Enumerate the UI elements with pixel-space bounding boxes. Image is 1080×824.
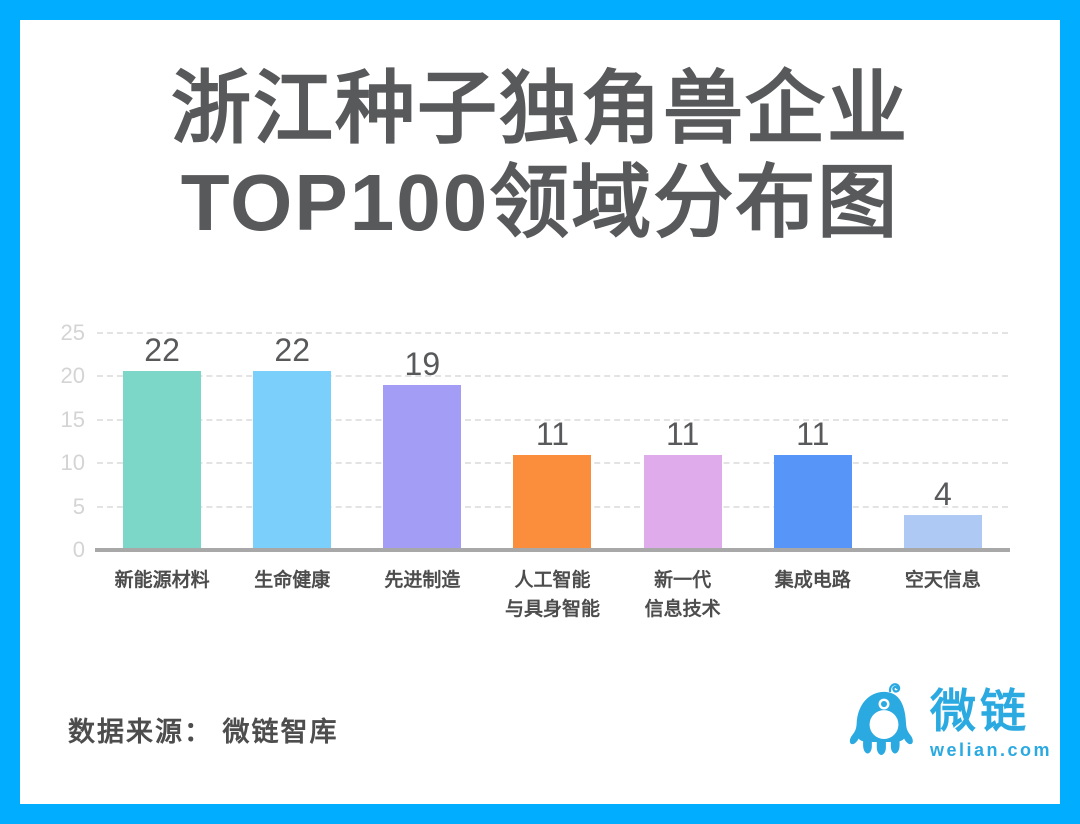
chart-title-line2: TOP100领域分布图 <box>180 157 900 247</box>
y-axis-tick-label: 25 <box>60 320 85 345</box>
bar <box>643 454 722 550</box>
bar-slot: 11 <box>748 333 878 550</box>
y-axis-tick-label: 15 <box>60 406 85 432</box>
bar-slot: 19 <box>357 333 487 550</box>
x-axis-line <box>95 548 1010 552</box>
bar-chart: 0 5 10 15 20 25 22 新能源材料 22 生命健康 19 先进制造 11 人工智能 与具身智… <box>61 321 1010 633</box>
logo-name: 微链 <box>930 685 1030 737</box>
gridline-20 <box>97 375 1008 378</box>
octopus-mascot-icon <box>849 683 913 755</box>
bar-slot: 11 <box>487 333 617 550</box>
y-axis-tick-label: 10 <box>60 450 85 476</box>
bar <box>513 454 592 550</box>
bar-slot: 22 <box>227 333 357 550</box>
bar <box>123 371 202 550</box>
x-axis-category-label: 新能源材料 <box>114 570 210 591</box>
y-axis-tick-label: 0 <box>72 537 85 562</box>
x-axis-category-label: 人工智能 与具身智能 <box>504 570 600 621</box>
chart-title: 浙江种子独角兽企业 TOP100领域分布图 <box>20 62 1060 249</box>
logo-text: 微链 welian.com <box>930 676 1052 761</box>
bar <box>773 454 852 550</box>
bar-slot: 11 <box>618 333 748 550</box>
bar-slot: 4 <box>878 333 1008 550</box>
y-axis-tick-label: 5 <box>72 493 85 519</box>
x-axis-category-label: 生命健康 <box>254 570 331 591</box>
gridline-15 <box>97 418 1008 421</box>
bar-value-label: 4 <box>934 476 952 513</box>
bar-value-label: 19 <box>404 346 441 383</box>
x-axis-category-label: 集成电路 <box>774 570 851 591</box>
logo-domain: welian.com <box>930 739 1053 760</box>
welian-logo: 微链 welian.com <box>846 676 1052 764</box>
bar <box>903 515 982 550</box>
bar-value-label: 11 <box>666 415 700 452</box>
x-axis-category-label: 先进制造 <box>384 570 461 591</box>
bar-slot: 22 <box>97 333 227 550</box>
y-axis-tick-label: 20 <box>60 363 85 389</box>
gridline-25 <box>97 332 1008 334</box>
plot-area: 0 5 10 15 20 25 22 新能源材料 22 生命健康 19 先进制造 11 人工智能 与具身智… <box>61 321 1010 620</box>
bar <box>253 371 332 550</box>
bar-value-label: 11 <box>535 415 570 452</box>
chart-title-line1: 浙江种子独角兽企业 <box>171 64 909 153</box>
bar-value-label: 11 <box>796 415 830 452</box>
x-axis-category-label: 空天信息 <box>904 570 981 591</box>
bar-value-label: 22 <box>144 332 180 368</box>
data-source-text: 数据来源： 微链智库 <box>68 717 339 747</box>
bar-value-label: 22 <box>274 332 310 368</box>
bar <box>383 385 462 550</box>
x-axis-category-label: 新一代 信息技术 <box>644 570 721 621</box>
